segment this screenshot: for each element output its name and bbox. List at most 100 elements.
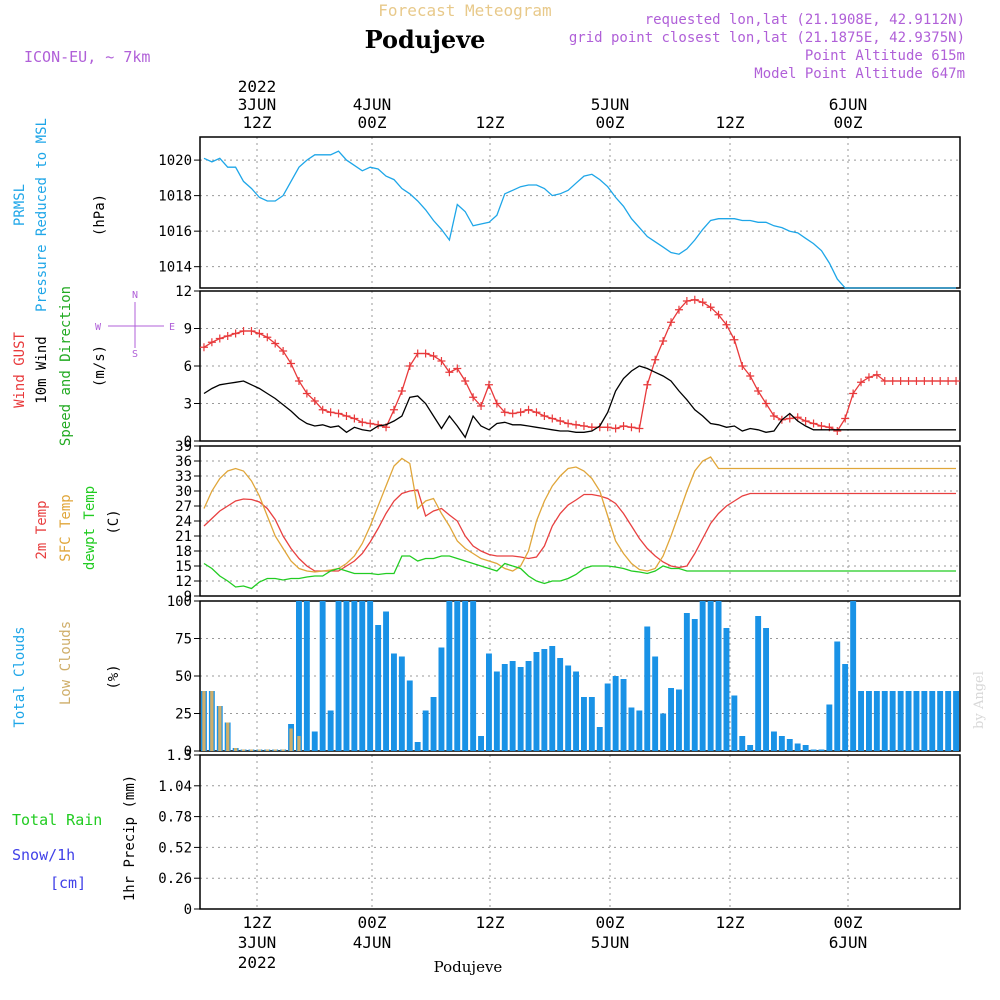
clouds-bar-0-62: [691, 619, 698, 751]
clouds-ytick-label-4: 100: [167, 594, 192, 610]
gust-marker-87: [888, 377, 897, 385]
top-time-2: 12Z: [476, 113, 505, 132]
gust-marker-55: [635, 424, 644, 433]
gust-marker-80: [833, 427, 842, 435]
gust-marker-88: [896, 377, 905, 385]
temp-frame: [199, 445, 961, 597]
clouds-bar-1-12: [297, 736, 301, 751]
compass-rose: N S W E: [95, 290, 175, 360]
t2m-label: 2m Temp: [34, 500, 50, 559]
precip-panel: 0 0.26 0.52 0.78 1.04 1.3: [158, 748, 961, 918]
gust-marker-12: [294, 377, 303, 385]
gust-marker-21: [366, 419, 375, 428]
requested-coords: requested lon,lat (21.1908E, 42.9112N): [645, 12, 965, 28]
wind-ytick-label-0: 0: [184, 434, 192, 450]
clouds-bar-0-68: [739, 736, 746, 751]
bottom-date-5: 6JUN: [829, 933, 868, 952]
gust-marker-83: [857, 378, 866, 387]
clouds-bar-0-29: [430, 697, 437, 751]
gust-marker-82: [849, 389, 858, 398]
gust-marker-39: [508, 409, 517, 418]
gust-marker-92: [928, 377, 937, 385]
clouds-bar-1-0: [202, 691, 206, 751]
clouds-bar-0-42: [533, 652, 540, 751]
clouds-bar-0-32: [454, 601, 461, 751]
clouds-bar-0-14: [311, 731, 318, 751]
top-date-3: 5JUN: [591, 95, 630, 114]
clouds-bar-0-30: [438, 647, 445, 751]
bottom-date-1: 4JUN: [353, 933, 392, 952]
clouds-bar-0-27: [414, 742, 421, 751]
top-time-5: 00Z: [834, 113, 863, 132]
gust-marker-41: [524, 405, 533, 414]
gust-marker-89: [904, 377, 913, 385]
clouds-bar-0-73: [778, 736, 785, 751]
footer-location: Podujeve: [434, 958, 503, 976]
clouds-bar-0-63: [699, 601, 706, 751]
gust-marker-20: [358, 418, 367, 427]
gust-marker-68: [738, 362, 747, 370]
wind-ytick-label-3: 9: [184, 322, 192, 338]
clouds-bar-1-8: [265, 749, 269, 751]
model-altitude: Model Point Altitude 647m: [754, 66, 965, 82]
clouds-bar-0-90: [913, 691, 920, 751]
gust-marker-59: [667, 318, 676, 327]
clouds-bar-1-10: [281, 749, 285, 751]
gust-marker-85: [872, 370, 881, 379]
temp-ytick-label-10: 39: [175, 439, 192, 455]
clouds-bar-0-70: [755, 616, 762, 751]
top-time-4: 12Z: [716, 113, 745, 132]
wind-ytick-label-4: 12: [175, 284, 192, 300]
clouds-bar-0-60: [676, 689, 682, 751]
bottom-date-0: 3JUN: [238, 933, 277, 952]
precip-ytick-label-2: 0.52: [158, 840, 192, 856]
gust-marker-11: [287, 359, 296, 368]
gust-marker-1: [207, 338, 216, 347]
gust-marker-25: [397, 387, 406, 395]
clouds-bar-0-77: [810, 749, 817, 751]
clouds-bar-0-41: [525, 661, 532, 751]
wind-series-0: [203, 299, 956, 432]
snow-label: Snow/1h: [12, 846, 75, 864]
clouds-bar-0-92: [929, 691, 936, 751]
gust-marker-27: [413, 349, 422, 358]
clouds-bar-0-94: [945, 691, 952, 751]
gust-marker-2: [215, 334, 224, 343]
clouds-bar-0-69: [747, 745, 754, 751]
clouds-bar-0-49: [588, 697, 595, 751]
gust-marker-95: [952, 377, 961, 385]
clouds-bar-0-67: [731, 695, 738, 751]
gust-marker-14: [310, 397, 319, 405]
gust-marker-53: [619, 422, 628, 430]
clouds-bar-0-19: [351, 601, 358, 751]
clouds-bar-0-91: [921, 691, 928, 751]
clouds-ytick-label-1: 25: [175, 707, 192, 723]
clouds-bar-0-74: [786, 739, 793, 751]
clouds-bar-0-22: [375, 625, 382, 751]
precip-ytick-label-4: 1.04: [158, 779, 192, 795]
gust-marker-28: [421, 349, 430, 358]
gust-marker-33: [461, 377, 470, 385]
wind-series-1: [203, 365, 956, 439]
clouds-bar-0-88: [897, 691, 904, 751]
compass-e: E: [169, 322, 175, 333]
gust-marker-71: [762, 399, 771, 408]
clouds-bar-0-76: [802, 745, 809, 751]
gust-marker-86: [880, 377, 889, 385]
clouds-bar-0-36: [486, 653, 492, 751]
top-date-0: 3JUN: [238, 95, 277, 114]
clouds-bar-0-35: [478, 736, 484, 751]
clouds-bar-0-79: [826, 704, 833, 751]
top-time-0: 12Z: [243, 113, 272, 132]
gust-marker-54: [627, 423, 636, 432]
clouds-bar-0-46: [565, 665, 572, 751]
gust-marker-34: [469, 393, 478, 402]
temp-ytick-label-2: 15: [175, 559, 192, 575]
pressure-unit: (hPa): [92, 194, 108, 236]
precip-frame: [199, 754, 961, 910]
top-time-3: 00Z: [596, 113, 625, 132]
gust-marker-9: [271, 339, 280, 348]
gust-marker-29: [429, 352, 438, 360]
gust-marker-45: [556, 417, 565, 425]
